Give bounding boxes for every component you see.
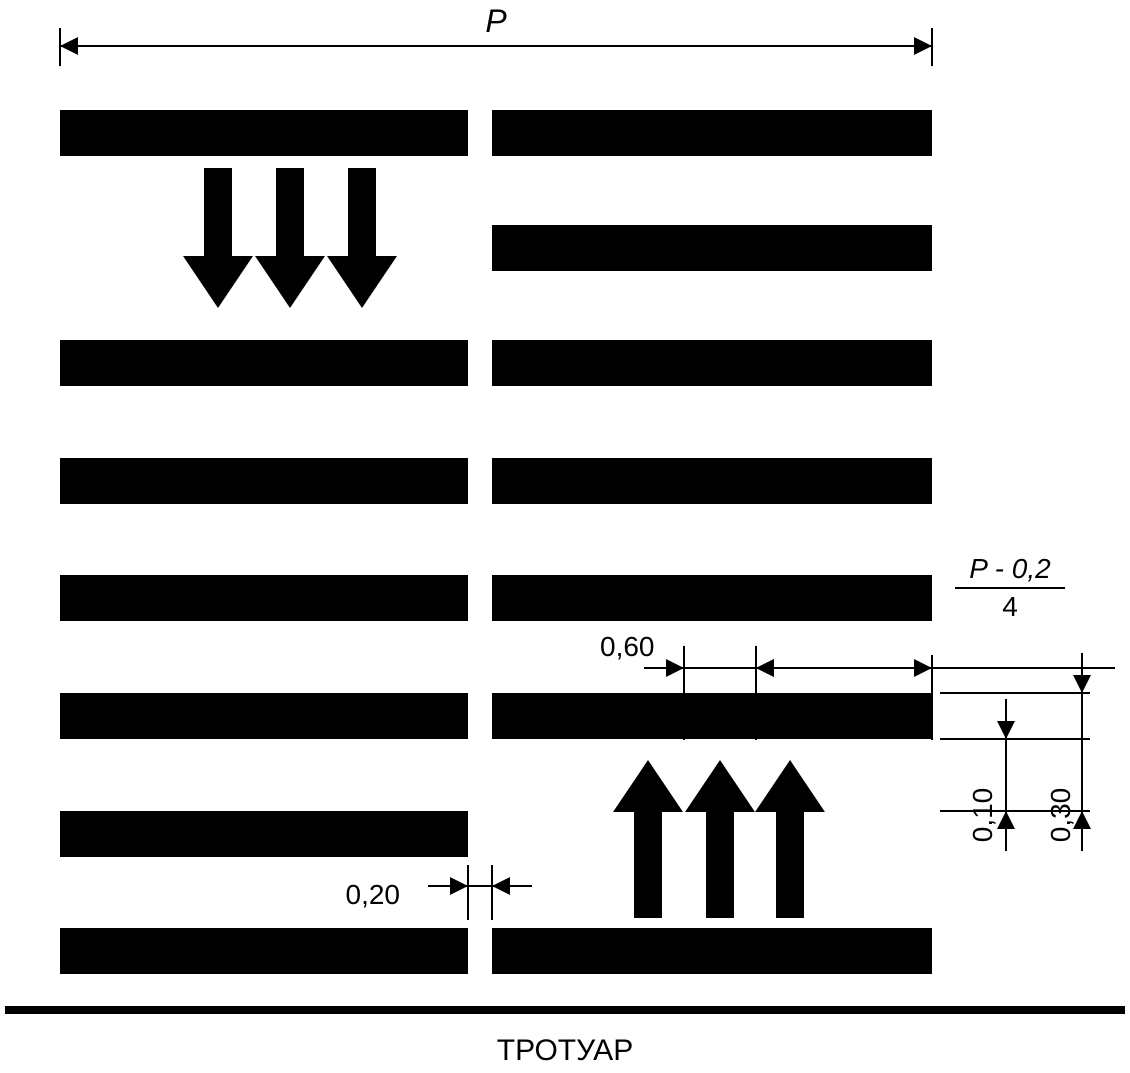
diagram-root: P 0,60 P - 0,2 4 0,20 0,10 0,30 ТРОТУАР [0,0,1130,1073]
stripe-left [60,110,468,156]
dim-arrowhead-icon [756,659,774,677]
stripe-left [60,811,468,857]
dim-arrowhead-icon [914,659,932,677]
stripe-right [492,340,932,386]
footer-label: ТРОТУАР [497,1034,633,1067]
dim-arrowhead-icon [60,37,78,55]
arrow-down-icon [327,168,397,308]
dim-formula-den: 4 [1002,591,1018,622]
stripe-left [60,458,468,504]
stripe-left [60,575,468,621]
stripe-left [60,340,468,386]
dim-label-P: P [485,3,507,39]
diagram-svg: P 0,60 P - 0,2 4 0,20 0,10 0,30 ТРОТУАР [0,0,1130,1073]
stripe-right [492,575,932,621]
dim-label-010: 0,10 [967,788,998,843]
arrow-up-icon [685,760,755,918]
stripe-right [492,225,932,271]
dim-formula-num: P - 0,2 [969,553,1051,584]
arrow-down-icon [183,168,253,308]
stripe-right [492,458,932,504]
stripe-right [492,693,932,739]
dim-label-020: 0,20 [346,879,401,910]
arrow-up-icon [613,760,683,918]
dim-label-060: 0,60 [600,631,655,662]
stripe-left [60,693,468,739]
dim-label-030: 0,30 [1045,788,1076,843]
dim-arrowhead-icon [914,37,932,55]
stripe-right [492,928,932,974]
arrow-up-icon [755,760,825,918]
stripe-left [60,928,468,974]
stripe-right [492,110,932,156]
arrow-down-icon [255,168,325,308]
